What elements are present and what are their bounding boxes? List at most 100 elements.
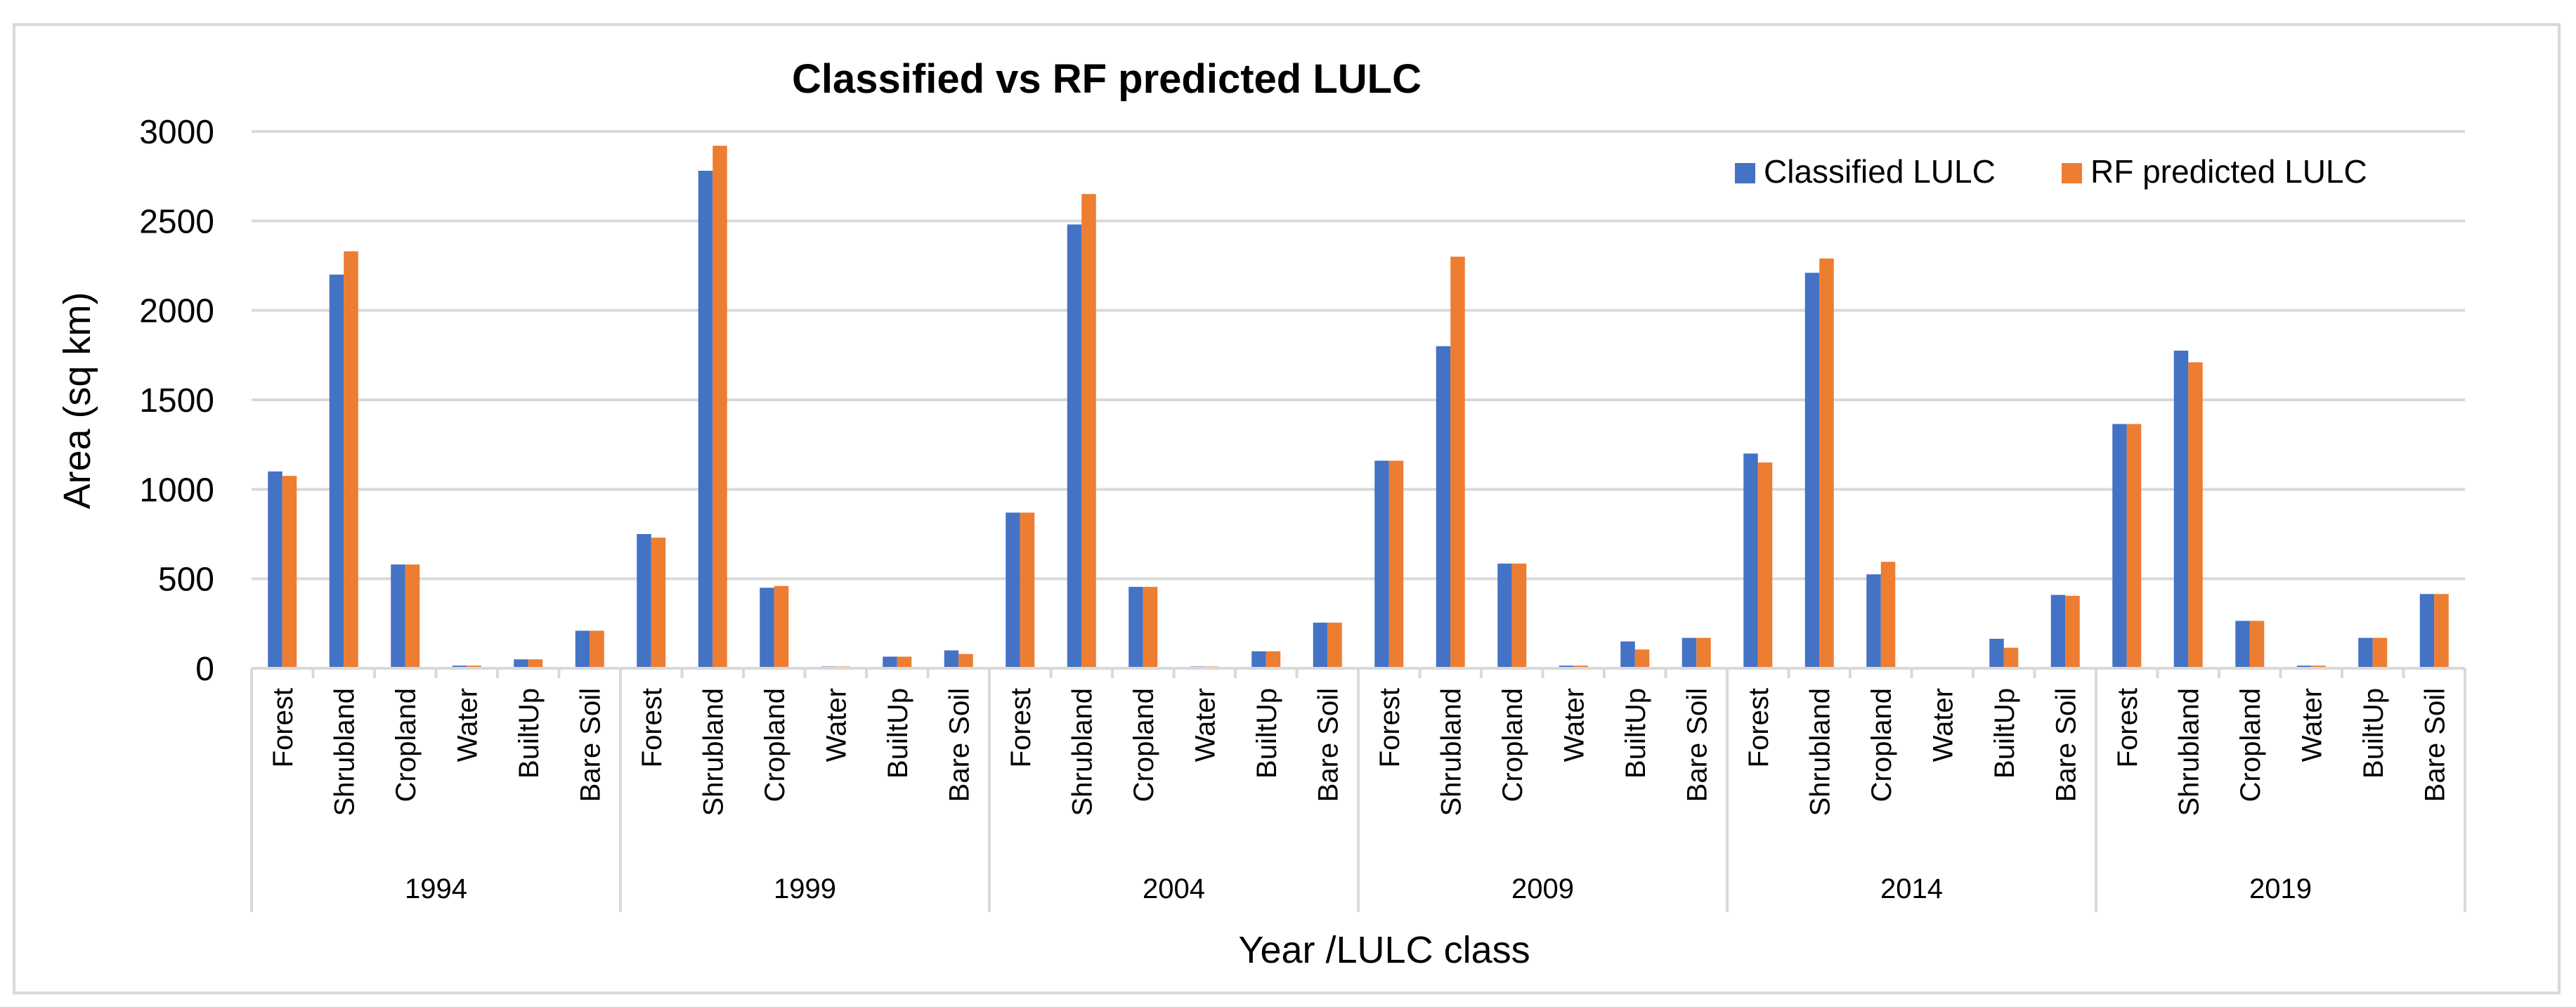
bar-classified bbox=[944, 650, 959, 668]
bar-classified bbox=[760, 587, 774, 668]
y-tick-label: 0 bbox=[195, 651, 214, 688]
bar-rf-predicted bbox=[2065, 595, 2080, 668]
bar-classified bbox=[1436, 346, 1451, 668]
bar-rf-predicted bbox=[1081, 194, 1096, 669]
x-category-label: Shrubland bbox=[1804, 688, 1835, 816]
gridlines bbox=[252, 130, 2465, 580]
x-axis-title: Year /LULC class bbox=[1238, 929, 1530, 971]
x-category-label: Bare Soil bbox=[944, 688, 975, 802]
x-category-label: Bare Soil bbox=[1313, 688, 1344, 802]
x-category-label: Cropland bbox=[391, 688, 422, 802]
bar-classified bbox=[1313, 623, 1328, 668]
x-group-label: 1999 bbox=[774, 873, 836, 904]
x-axis: Forest Shrubland Cropland Water BuiltUp Bare … bbox=[250, 667, 2466, 912]
bar-classified bbox=[1743, 453, 1758, 668]
bar-rf-predicted bbox=[651, 538, 666, 668]
x-category-label: BuiltUp bbox=[2358, 688, 2389, 779]
bar-rf-predicted bbox=[282, 476, 297, 668]
bar-rf-predicted bbox=[1143, 587, 1158, 668]
bar-rf-predicted bbox=[1880, 561, 1896, 668]
legend-label-rf-predicted: RF predicted LULC bbox=[2090, 153, 2367, 190]
y-tick-label: 2000 bbox=[139, 293, 214, 330]
x-category-label: Water bbox=[1190, 688, 1221, 762]
bar-classified bbox=[1989, 638, 2004, 668]
x-category-label: Cropland bbox=[1128, 688, 1159, 802]
x-category-label: Bare Soil bbox=[575, 688, 606, 802]
x-category-label: Water bbox=[2296, 688, 2327, 762]
x-category-label: Bare Soil bbox=[1681, 688, 1712, 802]
bar-classified bbox=[1128, 587, 1143, 668]
bars bbox=[268, 145, 2449, 669]
x-category-label: Shrubland bbox=[1436, 688, 1466, 816]
x-category-label: Water bbox=[1927, 688, 1958, 762]
x-category-label: BuiltUp bbox=[1251, 688, 1282, 779]
legend: Classified LULC RF predicted LULC bbox=[1735, 153, 2367, 190]
bar-rf-predicted bbox=[1388, 460, 1404, 668]
bar-rf-predicted bbox=[2126, 424, 2142, 668]
bar-classified bbox=[1497, 564, 1512, 668]
y-axis-title: Area (sq km) bbox=[56, 292, 98, 509]
bar-classified bbox=[2112, 424, 2127, 668]
bar-rf-predicted bbox=[528, 659, 543, 668]
y-axis-ticks: 0 500 1000 1500 2000 2500 3000 bbox=[139, 114, 214, 688]
chart-title: Classified vs RF predicted LULC bbox=[792, 56, 1422, 102]
y-tick-label: 3000 bbox=[139, 114, 214, 151]
bar-classified bbox=[514, 659, 528, 668]
x-category-label: Shrubland bbox=[698, 688, 729, 816]
x-group-label: 2009 bbox=[1511, 873, 1574, 904]
x-category-label: Forest bbox=[1374, 688, 1405, 767]
x-category-label: Shrubland bbox=[2173, 688, 2204, 816]
bar-rf-predicted bbox=[2003, 647, 2019, 668]
bar-rf-predicted bbox=[590, 630, 604, 668]
x-group-label: 2019 bbox=[2249, 873, 2312, 904]
bar-classified bbox=[1067, 224, 1082, 669]
y-tick-label: 1500 bbox=[139, 382, 214, 420]
bar-classified bbox=[391, 564, 405, 668]
bar-classified bbox=[1620, 641, 1635, 668]
bar-rf-predicted bbox=[1266, 651, 1281, 668]
bar-rf-predicted bbox=[1757, 462, 1773, 668]
bar-rf-predicted bbox=[774, 585, 789, 668]
x-category-label: Bare Soil bbox=[2050, 688, 2081, 802]
x-category-label: Water bbox=[452, 688, 483, 762]
x-category-label: Bare Soil bbox=[2419, 688, 2450, 802]
x-category-label: Forest bbox=[637, 688, 668, 767]
bar-rf-predicted bbox=[2372, 637, 2388, 668]
bar-classified bbox=[1804, 273, 1820, 669]
bar-rf-predicted bbox=[2434, 594, 2449, 668]
bar-rf-predicted bbox=[897, 656, 912, 668]
bar-classified bbox=[883, 656, 897, 668]
x-category-label: Forest bbox=[1006, 688, 1036, 767]
bar-rf-predicted bbox=[713, 145, 727, 668]
x-category-label: Forest bbox=[2112, 688, 2143, 767]
x-category-label: Shrubland bbox=[329, 688, 360, 816]
bar-classified bbox=[1251, 651, 1266, 668]
x-group-label: 2004 bbox=[1143, 873, 1205, 904]
bar-rf-predicted bbox=[1634, 649, 1650, 668]
bar-classified bbox=[575, 630, 590, 668]
y-tick-label: 2500 bbox=[139, 203, 214, 240]
bar-rf-predicted bbox=[344, 251, 358, 668]
bar-classified bbox=[2173, 350, 2189, 668]
x-category-label: BuiltUp bbox=[1620, 688, 1651, 779]
x-category-label: BuiltUp bbox=[1989, 688, 2020, 779]
bar-rf-predicted bbox=[1819, 258, 1834, 668]
bar-rf-predicted bbox=[1511, 564, 1527, 668]
x-category-label: BuiltUp bbox=[514, 688, 545, 779]
x-category-label: Cropland bbox=[760, 688, 791, 802]
bar-rf-predicted bbox=[2188, 362, 2203, 668]
x-category-label: Water bbox=[821, 688, 852, 762]
legend-swatch-rf-predicted bbox=[2062, 163, 2082, 183]
bar-rf-predicted bbox=[1327, 623, 1342, 668]
y-tick-label: 500 bbox=[158, 561, 214, 599]
bar-rf-predicted bbox=[1696, 637, 1711, 668]
bar-classified bbox=[1374, 460, 1389, 668]
x-category-label: Cropland bbox=[1497, 688, 1528, 802]
x-category-label: Forest bbox=[1743, 688, 1774, 767]
bar-classified bbox=[1866, 574, 1881, 668]
legend-swatch-classified bbox=[1735, 163, 1755, 183]
bar-rf-predicted bbox=[405, 564, 420, 668]
bar-rf-predicted bbox=[2249, 621, 2265, 668]
